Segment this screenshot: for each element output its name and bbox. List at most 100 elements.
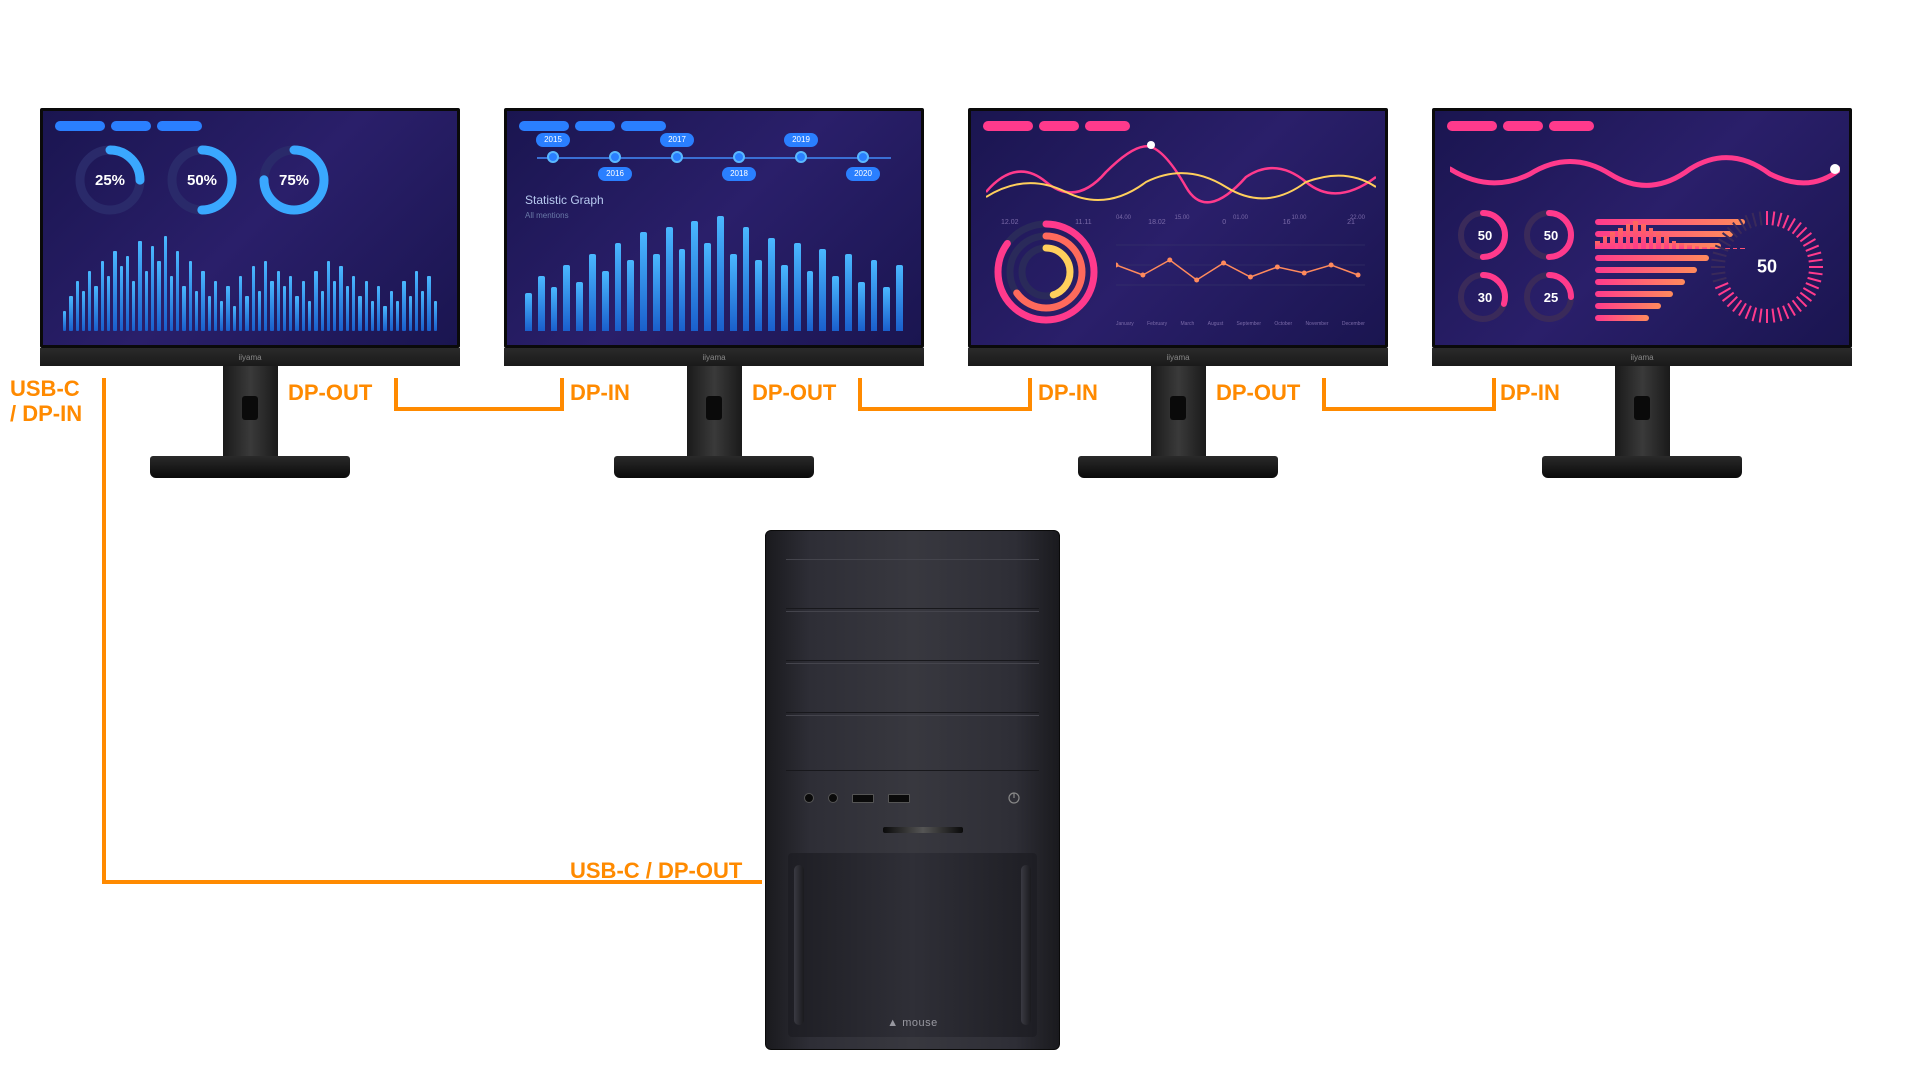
axis-tick: October (1274, 321, 1292, 327)
wave-bar (289, 276, 292, 331)
bar (743, 227, 750, 332)
dashboard-pills (983, 121, 1130, 131)
bar (768, 238, 775, 332)
bar (679, 249, 686, 332)
monitor-stand-base (150, 456, 350, 478)
usb-port-icon (852, 794, 874, 803)
wave-bar (245, 296, 248, 331)
cable-m1-m2 (560, 378, 564, 410)
cable-pc-m1 (102, 880, 762, 884)
mini-gauge-grid: 50 50 30 25 (1455, 207, 1581, 325)
pill (1503, 121, 1543, 131)
wave-bar (82, 291, 85, 331)
bar (602, 271, 609, 332)
bar (551, 287, 558, 331)
wave-bar (427, 276, 430, 331)
h-bar (1595, 315, 1649, 321)
label-dp-in-2: DP-IN (570, 380, 630, 405)
monitor-stand-neck (1615, 366, 1670, 456)
pill (157, 121, 202, 131)
mic-jack-icon (828, 793, 838, 803)
wave-bar (283, 286, 286, 331)
bar (576, 282, 583, 332)
wave-bar (365, 281, 368, 331)
mini-gauge: 30 (1455, 269, 1515, 325)
wave-bar (308, 301, 311, 331)
wave-bar (145, 271, 148, 331)
bar (858, 282, 865, 332)
waveform-chart (63, 231, 437, 331)
timeline-year: 2015 (536, 133, 570, 147)
wave-bar (277, 271, 280, 331)
wave-bar (182, 286, 185, 331)
tower-front-panel (788, 853, 1037, 1037)
label-dp-in-3: DP-IN (1038, 380, 1098, 405)
wave-bar (383, 306, 386, 331)
wave-bar (94, 286, 97, 331)
wave-bar (220, 301, 223, 331)
timeline-dot (857, 151, 869, 163)
timeline-year: 2019 (784, 133, 818, 147)
axis-tick: February (1147, 321, 1167, 327)
bar (538, 276, 545, 331)
monitor-stand-neck (687, 366, 742, 456)
handle (794, 865, 804, 1025)
axis-tick: 15.00 (1174, 215, 1189, 221)
wave-chart (1450, 139, 1840, 209)
bar (883, 287, 890, 331)
bar (691, 221, 698, 331)
wave-bar (415, 271, 418, 331)
dashboard-pills (1447, 121, 1594, 131)
wave-bar (138, 241, 141, 331)
axis-tick: December (1342, 321, 1365, 327)
wave-bar (132, 281, 135, 331)
wave-bar (346, 286, 349, 331)
wave-bar (76, 281, 79, 331)
wave-bar (195, 291, 198, 331)
monitor-2: 201520162017201820192020 Statistic Graph… (504, 108, 924, 478)
monitor-stand-neck (223, 366, 278, 456)
wave-bar (201, 271, 204, 331)
axis-tick: 01.00 (1233, 215, 1248, 221)
cable-m3-m4 (1492, 378, 1496, 410)
gauge-row: 25% 50% 75% (73, 143, 331, 217)
monitor-1-screen: 25% 50% 75% (40, 108, 460, 348)
monitor-brand: iiyama (1630, 353, 1653, 362)
bar (845, 254, 852, 331)
h-bar (1595, 255, 1709, 261)
cable-m3-m4 (1322, 378, 1326, 410)
v-bar (1656, 232, 1661, 249)
wave-bar (189, 261, 192, 331)
axis-tick: September (1237, 321, 1261, 327)
bar (794, 243, 801, 331)
usb-port-icon (888, 794, 910, 803)
monitor-3-screen: 12.0211.1118.0201621 04.0015.0001.0010.0… (968, 108, 1388, 348)
bar (615, 243, 622, 331)
mini-gauge: 25 (1521, 269, 1581, 325)
power-button-icon (1007, 791, 1021, 805)
wave-bar (314, 271, 317, 331)
bar (871, 260, 878, 332)
gauge-value: 50% (165, 143, 239, 217)
cable-m2-m3 (858, 407, 1032, 411)
bar (807, 271, 814, 332)
axis-tick: January (1116, 321, 1134, 327)
axis-tick: 10.00 (1291, 215, 1306, 221)
monitor-brand: iiyama (238, 353, 261, 362)
radial-value: 50 (1757, 257, 1777, 278)
monitor-brand: iiyama (702, 353, 725, 362)
audio-jack-icon (804, 793, 814, 803)
wave-bar (371, 301, 374, 331)
handle (1021, 865, 1031, 1025)
gauge-value: 30 (1455, 269, 1515, 325)
monitor-bezel: iiyama (504, 348, 924, 366)
timeline-axis (537, 157, 891, 159)
bar (627, 260, 634, 332)
donut-gauge: 75% (257, 143, 331, 217)
axis-tick: November (1305, 321, 1328, 327)
timeline-dot (795, 151, 807, 163)
wave-bar (176, 251, 179, 331)
chart-subtitle: All mentions (525, 211, 569, 220)
mini-line-chart: 04.0015.0001.0010.0022.00 JanuaryFebruar… (1116, 225, 1365, 325)
bar (589, 254, 596, 331)
